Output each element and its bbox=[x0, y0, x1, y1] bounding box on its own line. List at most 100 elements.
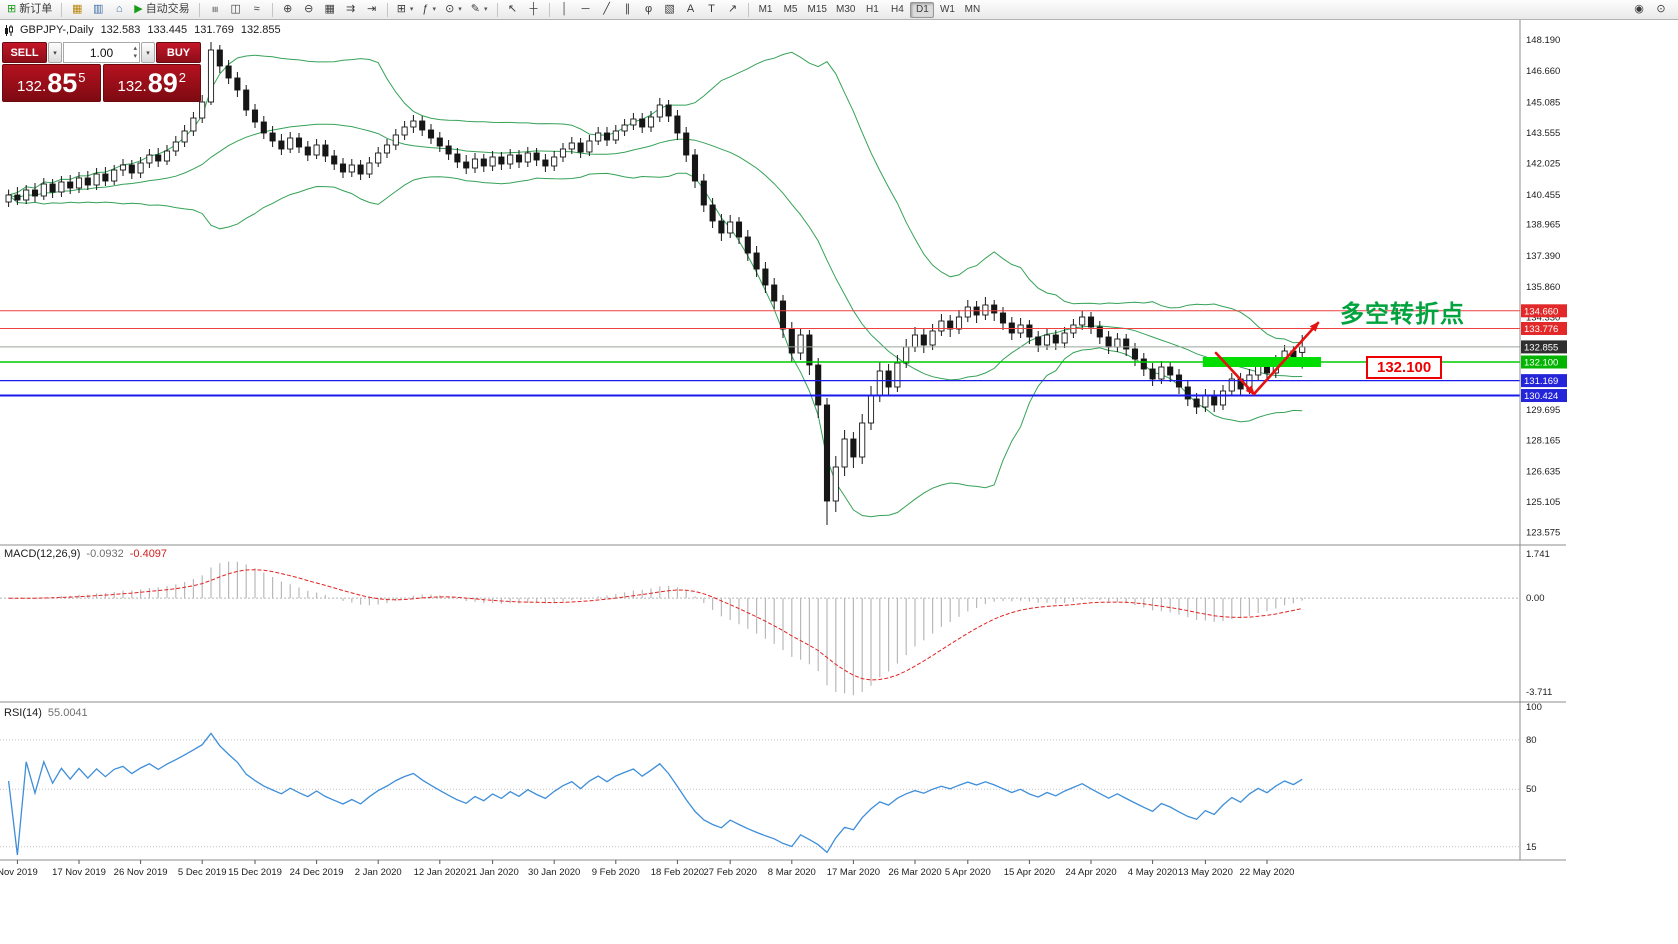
line-chart-icon: ≈ bbox=[253, 3, 260, 15]
toolbar-separator bbox=[548, 2, 550, 17]
navigator-button[interactable]: ⌂ bbox=[109, 1, 129, 18]
toolbar-separator bbox=[496, 2, 498, 17]
buy-options-dropdown[interactable]: ▾ bbox=[141, 42, 155, 63]
macd-title: MACD(12,26,9) bbox=[4, 548, 81, 560]
auto-scroll-icon: ⇉ bbox=[346, 3, 356, 15]
vertical-line-icon: │ bbox=[561, 3, 568, 15]
svg-text:17 Mar 2020: 17 Mar 2020 bbox=[827, 867, 880, 878]
sell-button[interactable]: SELL bbox=[2, 42, 47, 63]
svg-text:132.100: 132.100 bbox=[1524, 358, 1558, 369]
channel-button[interactable]: ∥ bbox=[618, 1, 638, 18]
timeframe-d1[interactable]: D1 bbox=[910, 1, 935, 18]
text-label-button[interactable]: T bbox=[702, 1, 722, 18]
community-button[interactable]: ◉ bbox=[1629, 1, 1649, 18]
svg-text:126.635: 126.635 bbox=[1526, 466, 1560, 477]
timeframe-w1[interactable]: W1 bbox=[935, 2, 959, 18]
svg-text:12 Jan 2020: 12 Jan 2020 bbox=[414, 867, 466, 878]
new-order-button[interactable]: ⊞ 新订单 bbox=[3, 1, 56, 18]
chart-profile-button[interactable]: ▦ bbox=[67, 1, 87, 18]
fibonacci-icon: φ bbox=[644, 3, 653, 15]
macd-indicator-label: MACD(12,26,9) -0.0932 -0.4097 bbox=[4, 548, 167, 560]
svg-text:100: 100 bbox=[1526, 702, 1542, 713]
svg-text:26 Nov 2019: 26 Nov 2019 bbox=[114, 867, 168, 878]
chart-canvas[interactable]: 148.190 146.660 145.085 143.555 142.025 140.4… bbox=[0, 20, 1678, 944]
buy-price-button[interactable]: 132. 89 2 bbox=[102, 64, 201, 102]
templates-button[interactable]: ✎ ▾ bbox=[467, 1, 492, 18]
crosshair-icon: ┼ bbox=[529, 3, 538, 15]
toolbar-group-zoom: ⊕ ⊖ ▦ ⇉ ⇥ bbox=[278, 1, 382, 18]
timeframe-h4[interactable]: H4 bbox=[885, 2, 909, 18]
macd-signal-value: -0.4097 bbox=[129, 548, 168, 560]
svg-text:5 Dec 2019: 5 Dec 2019 bbox=[178, 867, 227, 878]
shapes-button[interactable]: ▧ bbox=[660, 1, 680, 18]
chart-shift-button[interactable]: ⇥ bbox=[362, 1, 382, 18]
chart-shift-icon: ⇥ bbox=[367, 3, 377, 15]
horizontal-line-button[interactable]: ─ bbox=[576, 1, 596, 18]
candlestick-chart-button[interactable]: ◫ bbox=[226, 1, 246, 18]
chevron-down-icon: ▾ bbox=[409, 6, 414, 13]
svg-text:125.105: 125.105 bbox=[1526, 497, 1560, 508]
svg-text:15: 15 bbox=[1526, 842, 1537, 853]
candlestick-icon bbox=[5, 24, 13, 36]
timeframe-h1[interactable]: H1 bbox=[860, 2, 884, 18]
svg-text:4 May 2020: 4 May 2020 bbox=[1128, 867, 1178, 878]
buy-button[interactable]: BUY bbox=[156, 42, 201, 63]
search-icon: ⊙ bbox=[1656, 3, 1666, 15]
svg-text:133.776: 133.776 bbox=[1524, 324, 1558, 335]
sell-options-dropdown[interactable]: ▾ bbox=[48, 42, 62, 63]
arrows-tool-button[interactable]: ↗ bbox=[723, 1, 743, 18]
crosshair-button[interactable]: ┼ bbox=[524, 1, 544, 18]
toolbar-separator bbox=[61, 2, 63, 17]
community-icon: ◉ bbox=[1634, 3, 1644, 15]
text-button[interactable]: A bbox=[681, 1, 701, 18]
svg-text:9 Feb 2020: 9 Feb 2020 bbox=[592, 867, 640, 878]
spin-up-icon: ▴ bbox=[133, 45, 137, 52]
svg-text:137.390: 137.390 bbox=[1526, 251, 1560, 262]
svg-text:148.190: 148.190 bbox=[1526, 35, 1560, 46]
text-icon: A bbox=[686, 3, 695, 15]
timeframe-m30[interactable]: M30 bbox=[832, 2, 859, 18]
periods-button[interactable]: ⊙ ▾ bbox=[441, 1, 466, 18]
chevron-down-icon: ▾ bbox=[53, 49, 57, 57]
periods-icon: ⊙ bbox=[445, 3, 455, 15]
svg-text:145.085: 145.085 bbox=[1526, 97, 1560, 108]
volume-spinner[interactable]: ▴ ▾ bbox=[133, 45, 137, 61]
zoom-in-button[interactable]: ⊕ bbox=[278, 1, 298, 18]
line-chart-button[interactable]: ≈ bbox=[247, 1, 267, 18]
chevron-down-icon: ▾ bbox=[484, 6, 488, 13]
zoom-in-icon: ⊕ bbox=[283, 3, 293, 15]
toolbar-separator bbox=[747, 2, 749, 17]
autotrade-button[interactable]: ▶ 自动交易 bbox=[130, 1, 193, 18]
auto-scroll-button[interactable]: ⇉ bbox=[341, 1, 361, 18]
one-click-trading-panel: SELL ▾ 1.00 ▴ ▾ ▾ BUY 132. bbox=[2, 42, 201, 102]
toolbar-group-timeframes: M1 M5 M15 M30 H1 H4 D1 W1 MN bbox=[754, 1, 985, 18]
chart-ohlc-header: GBPJPY-,Daily 132.583 133.445 131.769 13… bbox=[4, 24, 281, 36]
new-chart-button[interactable]: ⊞ ▾ bbox=[393, 1, 418, 18]
vertical-line-button[interactable]: │ bbox=[555, 1, 575, 18]
fibonacci-button[interactable]: φ bbox=[639, 1, 659, 18]
search-button[interactable]: ⊙ bbox=[1651, 1, 1671, 18]
annotation-turning-point: 多空转折点 bbox=[1340, 301, 1465, 328]
timeframe-m1[interactable]: M1 bbox=[754, 2, 778, 18]
cursor-button[interactable]: ↖ bbox=[503, 1, 523, 18]
timeframe-m5[interactable]: M5 bbox=[779, 2, 803, 18]
indicators-button[interactable]: ƒ ▾ bbox=[418, 1, 440, 18]
svg-text:140.455: 140.455 bbox=[1526, 190, 1560, 201]
timeframe-m15[interactable]: M15 bbox=[804, 2, 831, 18]
zoom-out-button[interactable]: ⊖ bbox=[299, 1, 319, 18]
symbol-period-label: GBPJPY-,Daily bbox=[20, 24, 94, 36]
svg-text:15 Dec 2019: 15 Dec 2019 bbox=[228, 867, 282, 878]
toolbar-group-dropdowns: ⊞ ▾ ƒ ▾ ⊙ ▾ ✎ ▾ bbox=[393, 1, 492, 18]
buy-price-sup: 2 bbox=[178, 70, 186, 85]
tile-windows-button[interactable]: ▦ bbox=[320, 1, 340, 18]
market-watch-button[interactable]: ▥ bbox=[88, 1, 108, 18]
trendline-button[interactable]: ╱ bbox=[597, 1, 617, 18]
bar-chart-button[interactable]: ≡ bbox=[205, 1, 225, 18]
volume-field[interactable]: 1.00 ▴ ▾ bbox=[63, 42, 140, 63]
trendline-icon: ╱ bbox=[603, 3, 610, 15]
svg-text:15 Apr 2020: 15 Apr 2020 bbox=[1004, 867, 1055, 878]
sell-price-button[interactable]: 132. 85 5 bbox=[2, 64, 101, 102]
timeframe-mn[interactable]: MN bbox=[960, 2, 984, 18]
svg-text:130.424: 130.424 bbox=[1524, 391, 1558, 402]
svg-text:22 May 2020: 22 May 2020 bbox=[1240, 867, 1295, 878]
